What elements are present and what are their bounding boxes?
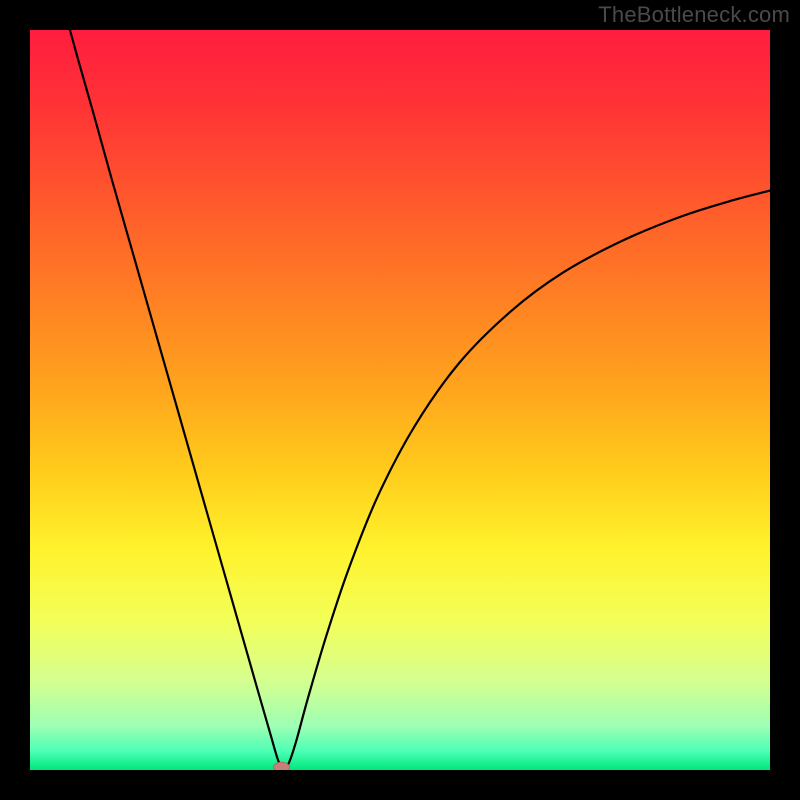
watermark-text: TheBottleneck.com xyxy=(598,2,790,28)
chart-container: TheBottleneck.com xyxy=(0,0,800,800)
bottleneck-curve-chart xyxy=(0,0,800,800)
minimum-marker xyxy=(274,762,290,772)
gradient-background xyxy=(30,30,770,770)
